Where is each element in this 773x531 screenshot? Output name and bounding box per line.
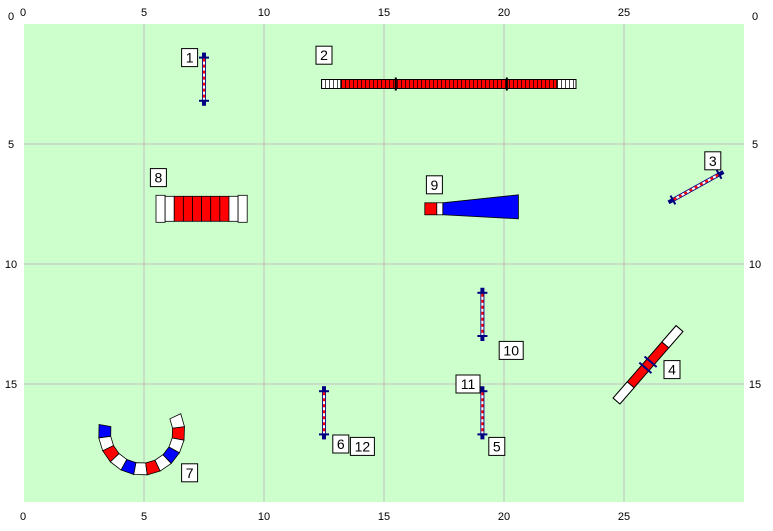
axis-tick-label: 25 <box>618 7 630 19</box>
obstacle-number-box <box>498 340 524 360</box>
obstacle-number-box <box>149 168 167 188</box>
axis-tick-label: 0 <box>20 511 26 523</box>
label-10: 10 <box>498 340 524 360</box>
obstacle-number: 12 <box>355 438 371 454</box>
axis-tick-label: 20 <box>498 511 510 523</box>
obstacle-number: 8 <box>155 170 163 186</box>
tunnel-segment <box>228 195 239 222</box>
jump-1 <box>199 52 209 106</box>
axis-tick-label: 5 <box>8 139 14 151</box>
label-4: 4 <box>663 360 681 380</box>
obstacle-number: 10 <box>503 342 519 358</box>
obstacle-number-box <box>332 434 350 454</box>
obstacle-number-box <box>488 436 506 456</box>
tunnel-segment <box>133 462 148 476</box>
label-11: 11 <box>455 374 481 394</box>
obstacle-number-box <box>425 175 443 195</box>
seesaw-contact-zone <box>612 381 635 405</box>
axis-tick-label: 15 <box>378 511 390 523</box>
label-12: 12 <box>349 436 375 456</box>
label-7: 7 <box>181 463 199 483</box>
tunnel-8 <box>155 194 248 223</box>
label-9: 9 <box>425 175 443 195</box>
tunnel-segment <box>192 195 203 222</box>
label-2: 2 <box>315 45 333 65</box>
seesaw-4 <box>612 324 684 405</box>
axis-tick-label: 0 <box>20 7 26 19</box>
chute-9 <box>424 194 519 220</box>
dogwalk-contact-zone <box>321 79 342 89</box>
seesaw-contact-zone <box>661 324 684 349</box>
label-1: 1 <box>181 48 199 68</box>
label-3: 3 <box>704 151 722 171</box>
chute-barrel <box>424 202 438 216</box>
obstacle-number: 7 <box>186 465 194 481</box>
obstacle-number: 9 <box>431 177 439 193</box>
tunnel-segment <box>201 195 212 222</box>
tunnel-segment <box>173 195 184 222</box>
obstacle-number-box <box>315 45 333 65</box>
axis-tick-label: 10 <box>258 7 270 19</box>
obstacle-number-box <box>181 463 199 483</box>
axis-tick-label: 10 <box>5 259 17 271</box>
chute-barrel-rim <box>436 202 444 216</box>
label-5: 5 <box>488 436 506 456</box>
obstacle-number: 3 <box>709 153 717 169</box>
axis-tick-label: 5 <box>141 7 147 19</box>
obstacle-number: 1 <box>186 50 194 66</box>
axis-tick-label: 20 <box>498 7 510 19</box>
obstacle-number-box <box>455 374 481 394</box>
dogwalk-2 <box>321 77 577 91</box>
axis-tick-label: 10 <box>258 511 270 523</box>
tunnel-7 <box>98 413 185 476</box>
obstacle-number-box <box>349 436 375 456</box>
axis-tick-label: 15 <box>749 379 761 391</box>
obstacle-number: 4 <box>668 362 676 378</box>
axis-tick-label: 25 <box>618 511 630 523</box>
obstacle-number-box <box>704 151 722 171</box>
axis-tick-label: 15 <box>5 379 17 391</box>
tunnel-segment <box>182 195 193 222</box>
seesaw-pivot <box>643 355 658 368</box>
axis-tick-label: 0 <box>8 11 14 23</box>
obstacle-number: 6 <box>337 436 345 452</box>
tunnel-segment <box>171 426 185 441</box>
obstacle-number-box <box>663 360 681 380</box>
axis-tick-label: 5 <box>752 139 758 151</box>
tunnel-segment <box>98 424 112 439</box>
seesaw-pivot <box>638 361 653 374</box>
label-8: 8 <box>149 168 167 188</box>
tunnel-segment <box>155 194 166 223</box>
grid-lines <box>24 24 744 502</box>
obstacle-number: 5 <box>493 438 501 454</box>
axis-tick-label: 15 <box>378 7 390 19</box>
jump-bar-stripes <box>673 173 719 201</box>
jump-upright <box>715 169 723 180</box>
axis-tick-label: 0 <box>752 11 758 23</box>
tunnel-segment <box>219 195 230 222</box>
jump-3 <box>667 169 725 205</box>
jump-5 <box>477 386 488 440</box>
jump-10 <box>477 287 488 341</box>
tunnel-segment <box>210 195 221 222</box>
obstacle-number: 11 <box>461 376 476 392</box>
label-6: 6 <box>332 434 350 454</box>
tunnel-segment <box>169 413 185 429</box>
axis-tick-label: 5 <box>141 511 147 523</box>
jump-6 <box>319 386 329 440</box>
obstacles-layer <box>98 52 725 476</box>
obstacle-number: 2 <box>320 47 328 63</box>
tunnel-segment <box>237 194 248 223</box>
dogwalk-contact-zone <box>556 79 577 89</box>
axis-tick-label: 10 <box>749 259 761 271</box>
obstacle-number-box <box>181 48 199 68</box>
jump-upright <box>669 195 677 205</box>
tunnel-segment <box>164 195 175 222</box>
